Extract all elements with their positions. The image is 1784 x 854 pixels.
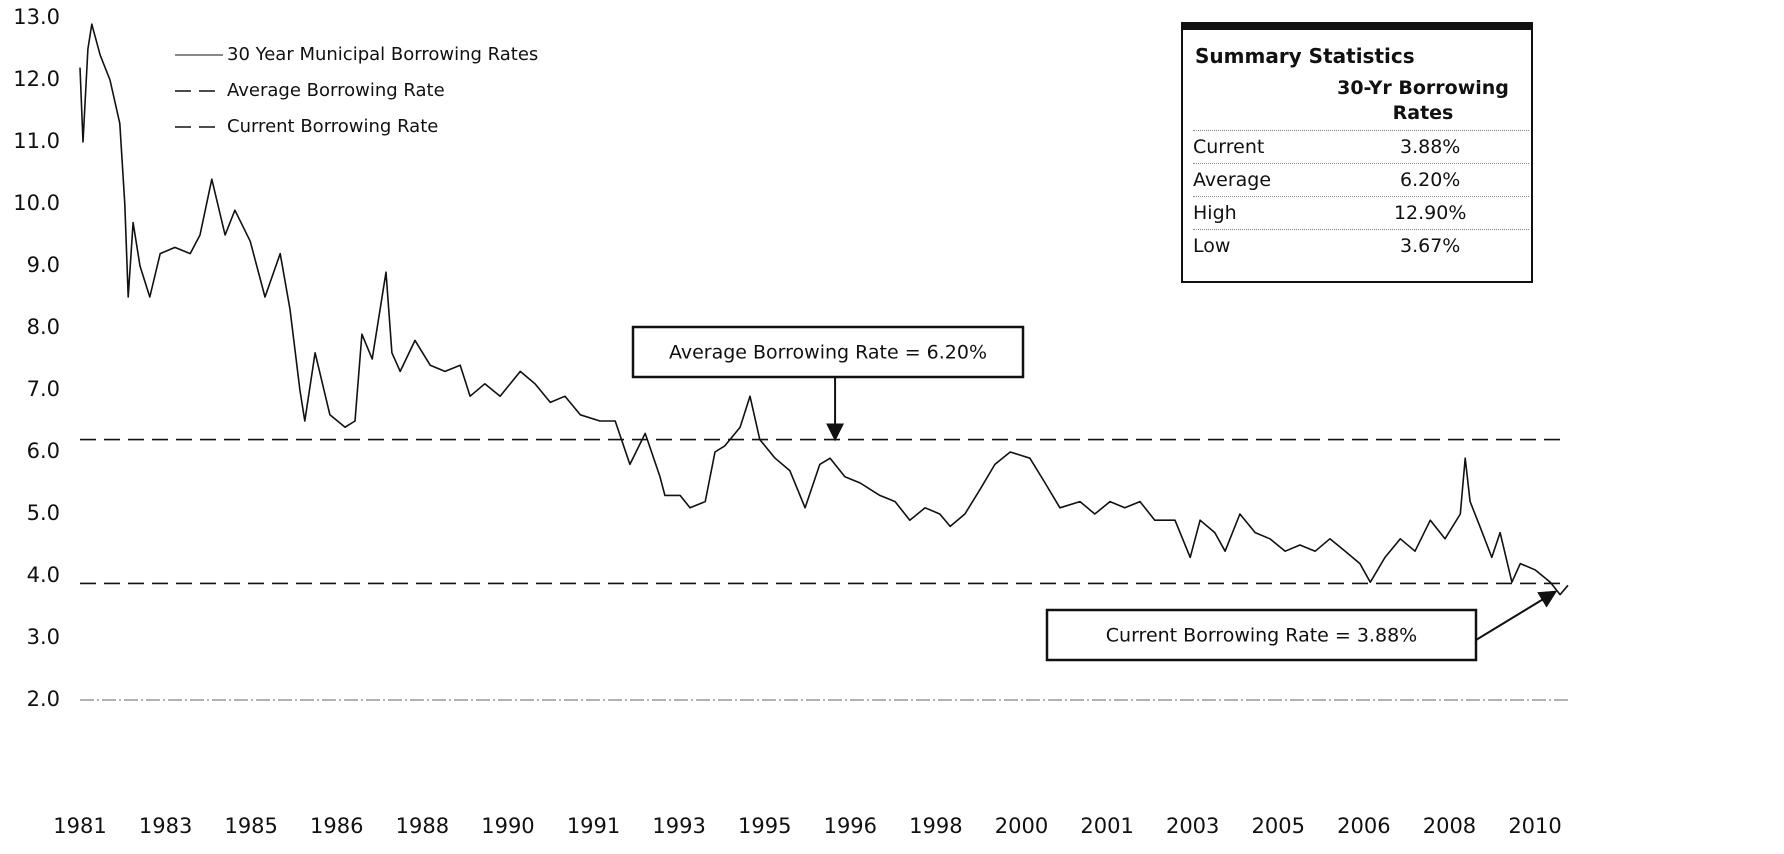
table-row: High 12.90% — [1193, 196, 1529, 229]
y-tick-label: 4.0 — [27, 563, 60, 587]
table-row: Average 6.20% — [1193, 163, 1529, 196]
x-tick-label: 2010 — [1508, 814, 1561, 838]
x-tick-label: 1985 — [224, 814, 277, 838]
table-label: High — [1193, 202, 1237, 224]
legend-label: Average Borrowing Rate — [227, 80, 445, 101]
x-tick-label: 1991 — [567, 814, 620, 838]
table-value: 3.67% — [1400, 235, 1461, 257]
column-header: 30-Yr Borrowing Rates — [1337, 77, 1509, 124]
y-tick-label: 8.0 — [27, 315, 60, 339]
legend-label: Current Borrowing Rate — [227, 116, 438, 137]
x-tick-label: 1998 — [909, 814, 962, 838]
x-tick-label: 2005 — [1252, 814, 1305, 838]
x-tick-label: 2008 — [1423, 814, 1476, 838]
annotation-text: Average Borrowing Rate = 6.20% — [669, 342, 987, 364]
x-tick-label: 1993 — [652, 814, 705, 838]
legend-label: 30 Year Municipal Borrowing Rates — [227, 44, 538, 65]
x-tick-label: 1988 — [396, 814, 449, 838]
table-title: Summary Statistics — [1195, 44, 1415, 68]
x-tick-label: 1983 — [139, 814, 192, 838]
x-tick-label: 1981 — [53, 814, 106, 838]
summary-table: Summary Statistics 30-Yr Borrowing Rates… — [1181, 22, 1533, 283]
y-tick-label: 11.0 — [13, 129, 60, 153]
annotation-text: Current Borrowing Rate = 3.88% — [1106, 625, 1417, 647]
y-tick-label: 12.0 — [13, 67, 60, 91]
x-tick-label: 2000 — [995, 814, 1048, 838]
y-tick-label: 2.0 — [27, 687, 60, 711]
table-value: 12.90% — [1393, 202, 1467, 224]
table-value: 3.88% — [1400, 136, 1461, 158]
table-label: Low — [1193, 235, 1231, 257]
y-tick-label: 7.0 — [27, 377, 60, 401]
y-tick-label: 5.0 — [27, 501, 60, 525]
table-row: Current 3.88% — [1193, 130, 1529, 163]
x-tick-label: 1995 — [738, 814, 791, 838]
x-tick-label: 2006 — [1337, 814, 1390, 838]
y-tick-label: 13.0 — [13, 5, 60, 29]
table-value: 6.20% — [1400, 169, 1461, 191]
y-tick-label: 9.0 — [27, 253, 60, 277]
y-tick-label: 10.0 — [13, 191, 60, 215]
x-tick-label: 1996 — [824, 814, 877, 838]
table-row: Low 3.67% — [1193, 229, 1529, 262]
x-tick-label: 2003 — [1166, 814, 1219, 838]
table-label: Average — [1193, 169, 1272, 191]
x-tick-label: 1990 — [481, 814, 534, 838]
annotation-box — [1045, 608, 1478, 662]
y-tick-label: 6.0 — [27, 439, 60, 463]
x-tick-label: 1986 — [310, 814, 363, 838]
data-line — [79, 23, 1569, 596]
x-tick-label: 2001 — [1080, 814, 1133, 838]
y-tick-label: 3.0 — [27, 625, 60, 649]
annotation-arrow — [1475, 590, 1558, 641]
table-label: Current — [1193, 136, 1265, 158]
annotation-box — [631, 325, 1025, 379]
